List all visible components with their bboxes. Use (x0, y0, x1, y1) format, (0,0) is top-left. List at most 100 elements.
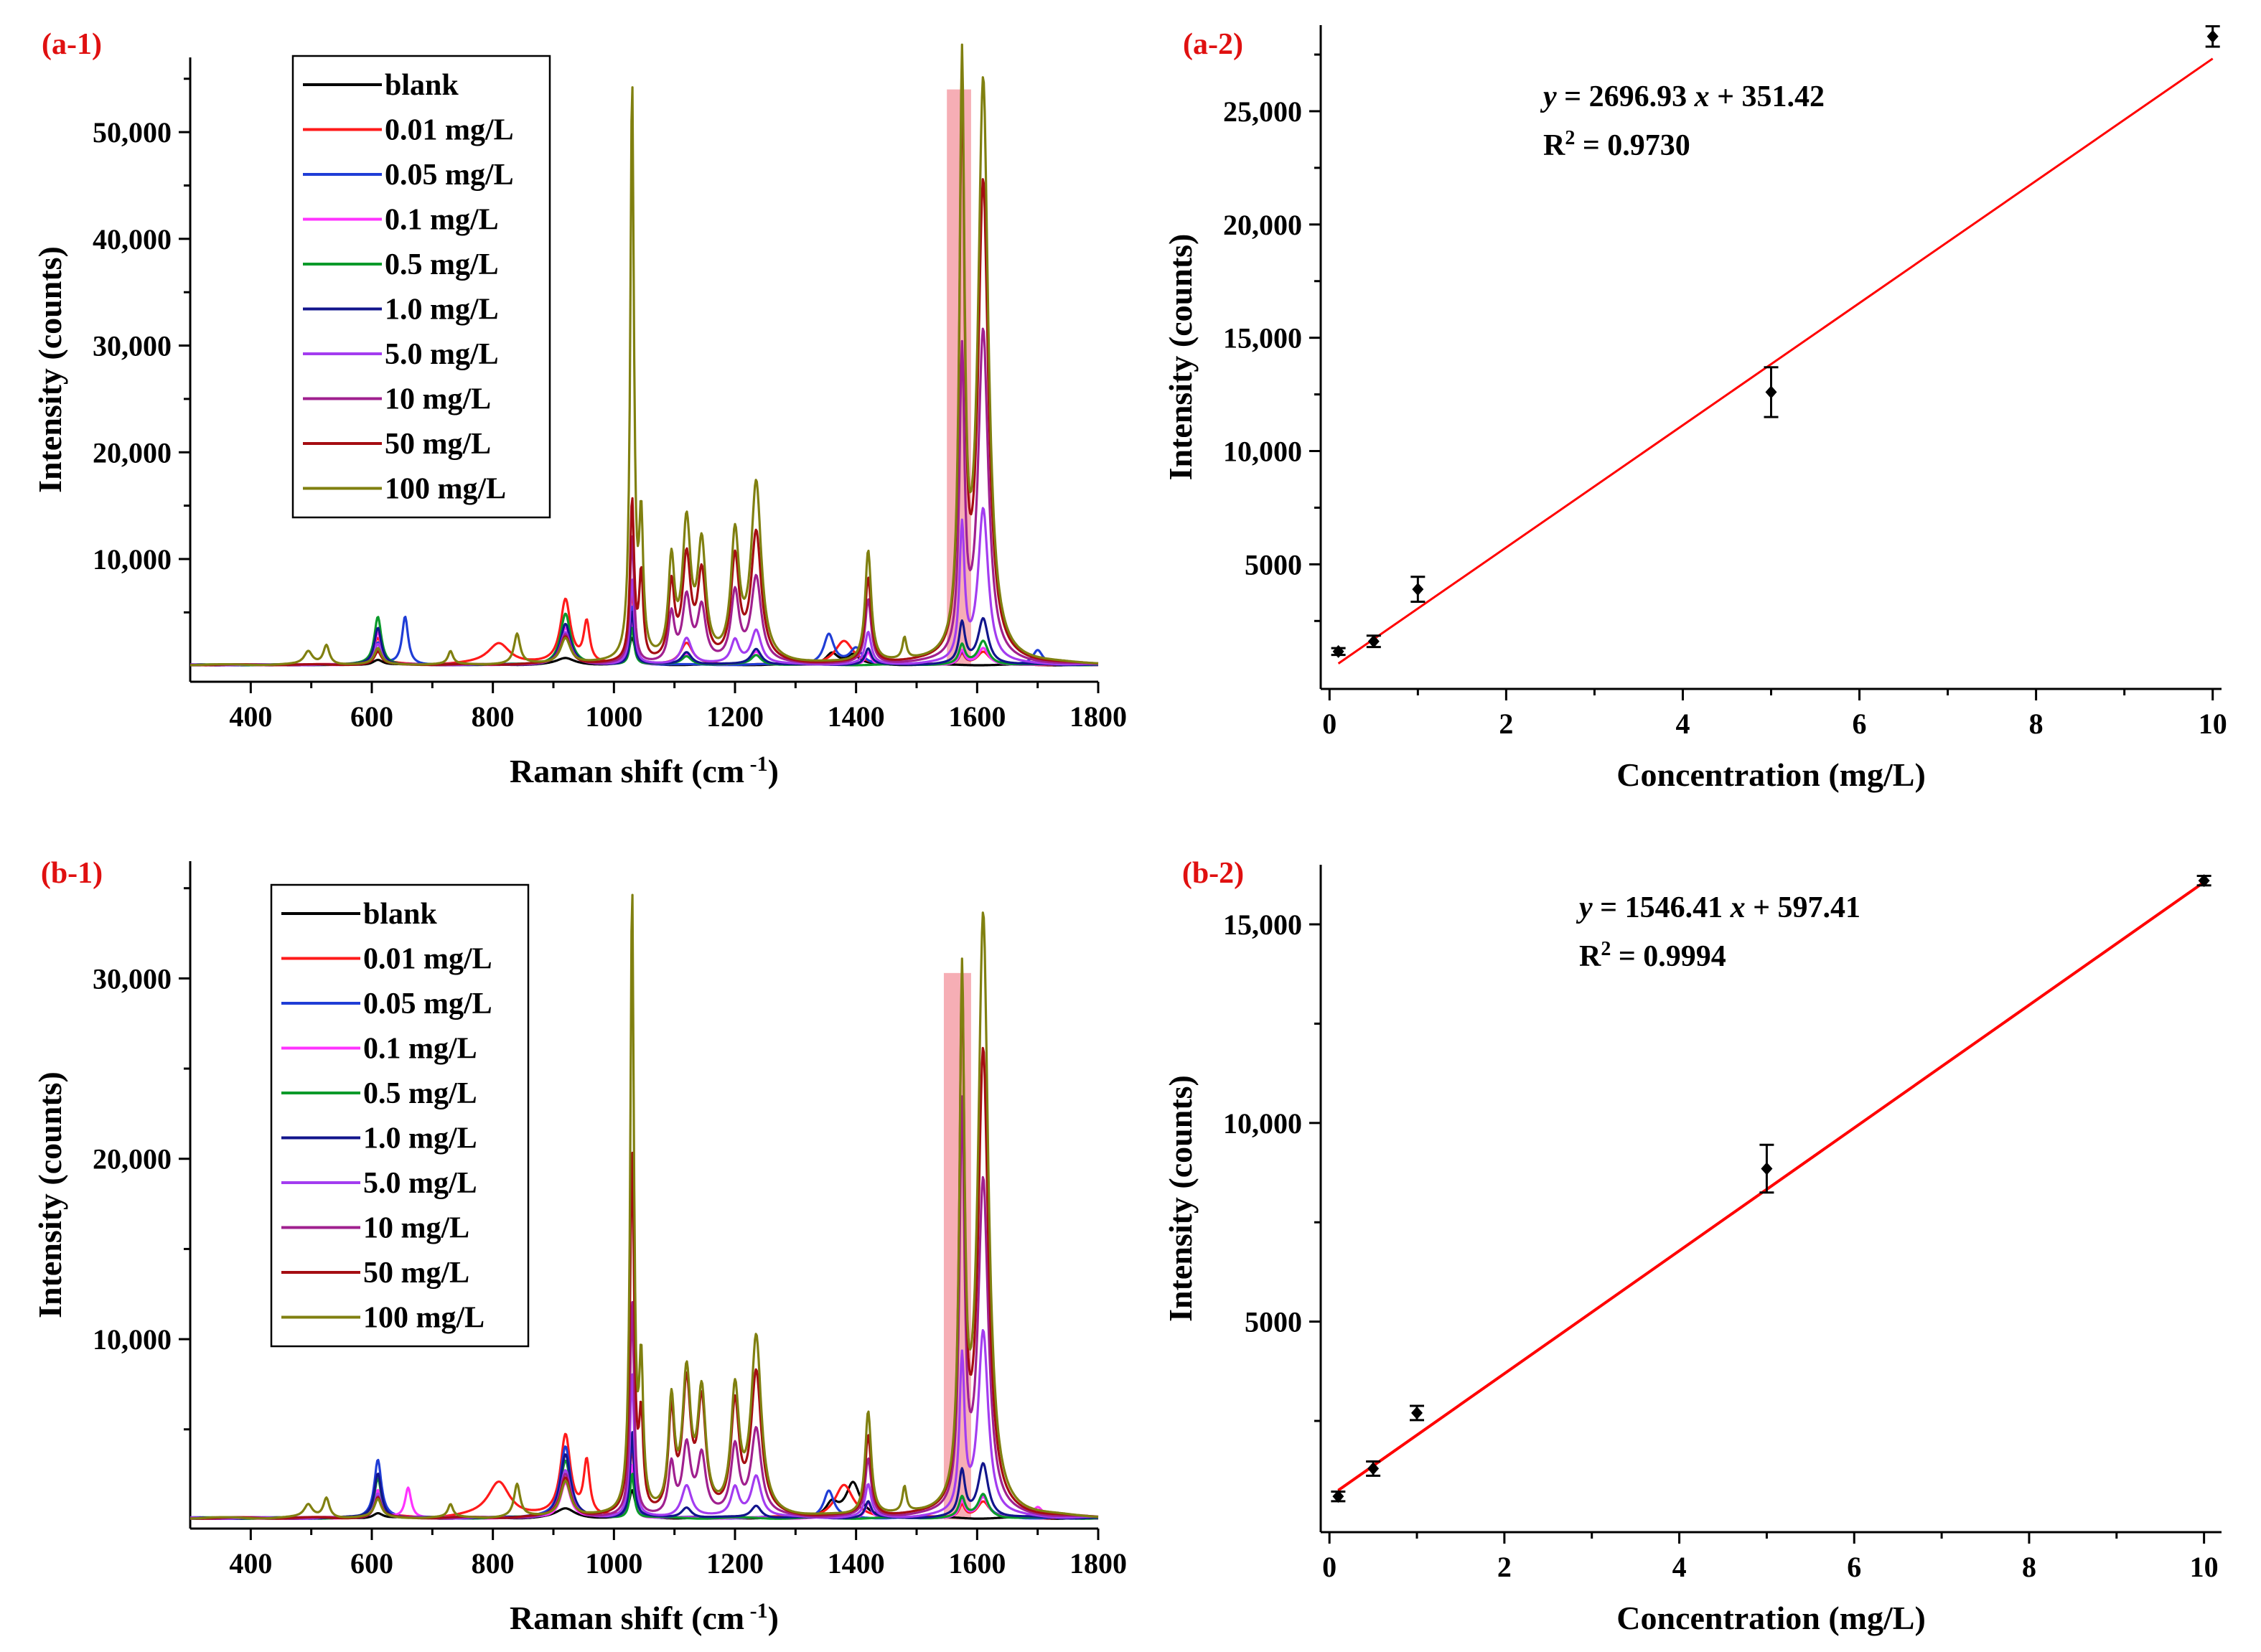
x-tick-label: 8 (2022, 1551, 2036, 1583)
data-point (1761, 1162, 1773, 1175)
legend-entry: 50 mg/L (363, 1257, 469, 1290)
x-tick-label: 0 (1322, 1551, 1337, 1583)
x-axis-title-close: ) (768, 753, 779, 789)
equation-intercept: + 597.41 (1746, 891, 1860, 924)
legend-entry: blank (385, 69, 459, 102)
x-axis-title-sup: -1 (744, 752, 768, 776)
equation-slope: = 2696.93 (1557, 80, 1695, 113)
legend-entry: 100 mg/L (385, 473, 506, 506)
equation-y: y (1576, 891, 1593, 924)
legend-entry: 5.0 mg/L (363, 1167, 477, 1200)
legend-entry: 0.1 mg/L (363, 1033, 477, 1066)
fit-line (1337, 57, 2214, 665)
r-squared: R2 = 0.9994 (1579, 938, 1726, 974)
data-point (1412, 583, 1424, 596)
panel-a2: (a-2) 0 2 4 6 8 10 5000 10,000 15,000 20,000 25,000… (1162, 25, 2227, 793)
equation-slope: = 1546.41 (1593, 891, 1731, 924)
panel-label: (a-1) (42, 28, 102, 61)
x-tick-label: 10 (2199, 708, 2227, 740)
y-tick-label: 20,000 (93, 1143, 172, 1175)
spectra-series (189, 43, 1099, 667)
x-axis-title: Concentration (mg/L) (1616, 1600, 1926, 1636)
fit-line (1337, 881, 2205, 1492)
x-tick-label: 1600 (948, 700, 1006, 733)
series-line-100-mg-l (189, 893, 1099, 1520)
y-axis-title: Intensity (counts) (1162, 234, 1199, 481)
equation-x: x (1694, 80, 1710, 113)
x-tick-label: 1400 (828, 700, 885, 733)
x-tick-label: 1600 (948, 1547, 1006, 1580)
panel-a1: (a-1) 400 600 800 1000 1200 1400 1600 1800 10,000… (32, 28, 1127, 789)
legend-entry: 0.05 mg/L (363, 987, 492, 1020)
r-squared-sup: 2 (1565, 127, 1575, 149)
legend-frame (270, 883, 530, 1348)
equation-x: x (1730, 891, 1746, 924)
r-squared-value: = 0.9730 (1575, 129, 1690, 162)
data-points (1331, 874, 2211, 1503)
x-tick-label: 1200 (706, 1547, 764, 1580)
fit-equation: y = 2696.93 x + 351.42 (1540, 80, 1825, 113)
y-tick-label: 25,000 (1223, 95, 1302, 128)
x-tick-label: 1200 (706, 700, 764, 733)
r-squared-label: R (1543, 129, 1565, 162)
data-point (2198, 874, 2210, 888)
legend-entry: 0.01 mg/L (363, 943, 492, 976)
x-tick-label: 4 (1672, 1551, 1687, 1583)
y-tick-label: 10,000 (1223, 1107, 1302, 1140)
r-squared-value: = 0.9994 (1611, 940, 1726, 973)
data-point (1367, 634, 1380, 648)
equation-intercept: + 351.42 (1710, 80, 1825, 113)
data-point (1411, 1406, 1423, 1419)
x-tick-label: 600 (350, 1547, 393, 1580)
x-tick-label: 1800 (1069, 1547, 1127, 1580)
x-axis-title-sup: -1 (744, 1599, 768, 1623)
panel-label: (a-2) (1183, 28, 1243, 61)
legend-entry: 1.0 mg/L (385, 294, 499, 327)
x-axis-title: Raman shift (cm -1) (510, 1599, 779, 1637)
data-point (1367, 1462, 1380, 1475)
y-tick-label: 5000 (1245, 548, 1302, 581)
y-tick-label: 15,000 (1223, 322, 1302, 355)
x-axis-title-main: Raman shift (cm (510, 1600, 744, 1636)
x-tick-label: 4 (1675, 708, 1690, 740)
y-axis-title: Intensity (counts) (1162, 1075, 1199, 1322)
legend: blank 0.01 mg/L 0.05 mg/L 0.1 mg/L 0.5 mg/L 1… (291, 55, 551, 519)
x-tick-label: 800 (472, 700, 515, 733)
y-tick-label: 10,000 (93, 543, 172, 576)
y-tick-label: 20,000 (93, 436, 172, 469)
data-point (2206, 29, 2219, 43)
y-tick-label: 10,000 (93, 1323, 172, 1356)
x-tick-label: 6 (1853, 708, 1867, 740)
x-tick-label: 1000 (585, 1547, 642, 1580)
panel-b2: (b-2) 0 2 4 6 8 10 5000 10,000 15,000 y = 1546.41 … (1162, 857, 2222, 1636)
x-tick-label: 400 (229, 700, 272, 733)
x-tick-label: 1400 (828, 1547, 885, 1580)
r-squared: R2 = 0.9730 (1543, 127, 1690, 163)
r-squared-label: R (1579, 940, 1601, 973)
x-tick-label: 1000 (585, 700, 642, 733)
legend-entry: 0.01 mg/L (385, 114, 514, 147)
y-tick-label: 15,000 (1223, 909, 1302, 941)
x-tick-label: 8 (2029, 708, 2044, 740)
legend-entry: 5.0 mg/L (385, 338, 499, 371)
y-tick-label: 10,000 (1223, 436, 1302, 468)
legend-entry: 0.1 mg/L (385, 204, 499, 237)
x-tick-label: 400 (229, 1547, 272, 1580)
legend-entry: 10 mg/L (363, 1212, 469, 1245)
legend-entry: blank (363, 898, 437, 931)
legend-entry: 0.5 mg/L (385, 248, 499, 281)
x-tick-label: 2 (1499, 708, 1513, 740)
legend-entry: 1.0 mg/L (363, 1122, 477, 1155)
x-tick-label: 2 (1497, 1551, 1512, 1583)
legend-entry: 0.5 mg/L (363, 1077, 477, 1110)
equation-y: y (1540, 80, 1557, 113)
x-tick-label: 1800 (1069, 700, 1127, 733)
data-point (1765, 385, 1777, 399)
panel-label: (b-1) (41, 857, 103, 890)
x-axis-title-close: ) (768, 1600, 779, 1636)
legend: blank 0.01 mg/L 0.05 mg/L 0.1 mg/L 0.5 mg/L 1… (270, 883, 530, 1348)
x-tick-label: 10 (2190, 1551, 2219, 1583)
x-axis-title: Raman shift (cm -1) (510, 752, 779, 790)
panel-b1: (b-1) 400 600 800 1000 1200 1400 1600 1800 10,000… (32, 857, 1127, 1636)
